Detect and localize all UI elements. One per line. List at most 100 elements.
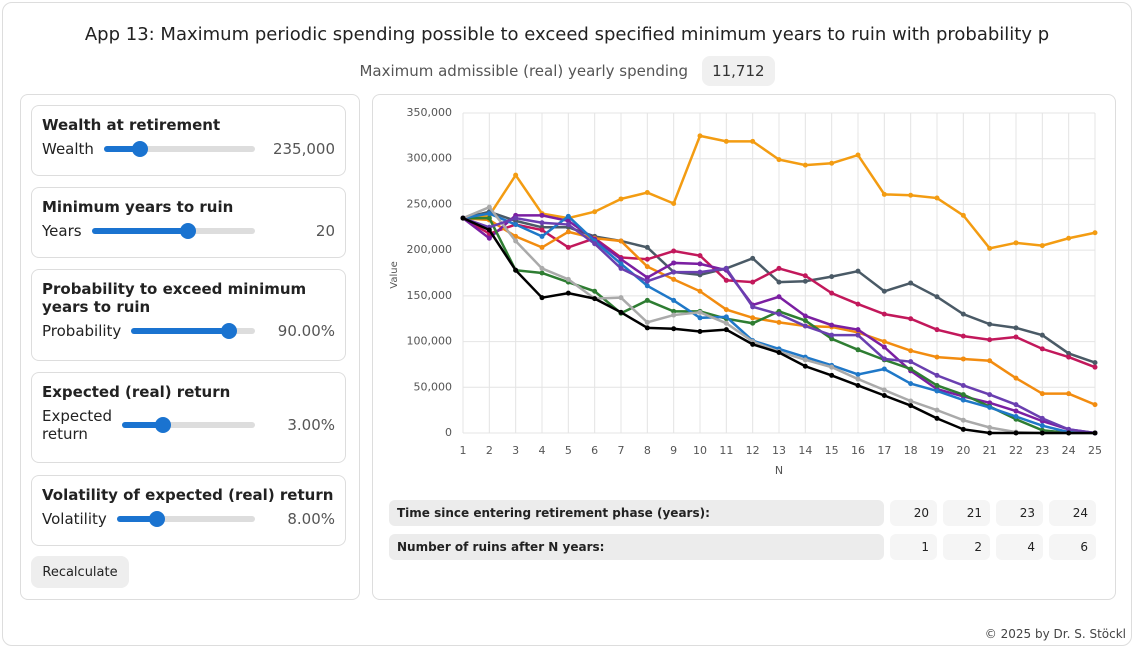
x-tick-label: 23: [1035, 444, 1049, 457]
data-point: [776, 350, 782, 356]
slider-knob[interactable]: [148, 511, 165, 527]
data-point: [1039, 243, 1045, 249]
data-point: [513, 215, 519, 221]
table-cell: 23: [996, 500, 1043, 526]
x-tick-label: 25: [1088, 444, 1102, 457]
data-point: [539, 270, 545, 276]
data-point: [1013, 408, 1019, 414]
data-point: [618, 309, 624, 315]
data-point: [960, 311, 966, 317]
x-tick-label: 21: [983, 444, 997, 457]
slider[interactable]: [131, 323, 255, 339]
control-title: Wealth at retirement: [42, 116, 221, 134]
data-point: [565, 218, 571, 224]
data-point: [987, 358, 993, 364]
data-point: [539, 220, 545, 226]
control-title: Volatility of expected (real) return: [42, 486, 334, 504]
slider-fill: [103, 146, 141, 152]
slider-fill: [122, 422, 164, 428]
data-point: [960, 382, 966, 388]
data-point: [644, 325, 650, 331]
data-point: [592, 209, 598, 215]
y-tick-label: 50,000: [414, 380, 453, 393]
x-tick-label: 18: [904, 444, 918, 457]
data-point: [565, 244, 571, 250]
data-point: [908, 192, 914, 198]
slider-knob[interactable]: [179, 223, 196, 239]
x-tick-label: 10: [693, 444, 707, 457]
slider-value: 20: [315, 222, 335, 240]
data-point: [855, 347, 861, 353]
data-point: [855, 371, 861, 377]
data-point: [1013, 402, 1019, 408]
data-point: [855, 268, 861, 274]
data-point: [1013, 414, 1019, 420]
x-tick-label: 9: [670, 444, 677, 457]
data-point: [987, 321, 993, 327]
data-point: [987, 337, 993, 343]
table-row: Number of ruins after N years: 1 2 4 6: [389, 534, 1096, 560]
slider-knob[interactable]: [132, 141, 149, 157]
x-tick-label: 12: [746, 444, 760, 457]
data-point: [644, 264, 650, 270]
data-point: [934, 388, 940, 394]
data-point: [644, 275, 650, 281]
y-tick-label: 200,000: [407, 243, 453, 256]
data-point: [671, 297, 677, 303]
control-card: Probability to exceed minimum years to r…: [31, 269, 346, 361]
data-point: [960, 417, 966, 423]
spending-label: Maximum admissible (real) yearly spendin…: [359, 62, 689, 80]
slider-knob[interactable]: [221, 323, 238, 339]
data-point: [486, 235, 492, 241]
data-point: [565, 213, 571, 219]
data-point: [671, 312, 677, 318]
data-point: [671, 326, 677, 332]
control-row: Years 20: [42, 222, 335, 240]
data-point: [934, 195, 940, 201]
data-point: [829, 336, 835, 342]
data-point: [539, 244, 545, 250]
data-point: [802, 278, 808, 284]
data-point: [855, 382, 861, 388]
data-point: [934, 382, 940, 388]
data-point: [671, 276, 677, 282]
data-point: [776, 311, 782, 317]
data-point: [934, 354, 940, 360]
recalculate-button[interactable]: Recalculate: [31, 556, 129, 588]
x-tick-label: 2: [486, 444, 493, 457]
data-point: [908, 316, 914, 322]
control-card: Minimum years to ruin Years 20: [31, 187, 346, 258]
data-point: [829, 364, 835, 370]
data-point: [1092, 230, 1098, 236]
data-point: [776, 265, 782, 271]
data-point: [539, 227, 545, 233]
data-point: [618, 261, 624, 267]
slider-label: Expected return: [42, 407, 112, 443]
control-card: Expected (real) return Expected return 3.0…: [31, 372, 346, 463]
data-point: [987, 404, 993, 410]
data-point: [644, 190, 650, 196]
data-point: [486, 215, 492, 221]
y-tick-label: 250,000: [407, 197, 453, 210]
data-point: [855, 332, 861, 338]
data-point: [829, 274, 835, 280]
data-point: [987, 425, 993, 431]
data-point: [592, 288, 598, 294]
table-cell: 4: [996, 534, 1043, 560]
slider[interactable]: [122, 417, 255, 433]
data-point: [618, 256, 624, 262]
slider-knob[interactable]: [155, 417, 172, 433]
data-point: [881, 311, 887, 317]
slider[interactable]: [103, 141, 255, 157]
x-tick-label: 7: [618, 444, 625, 457]
data-point: [486, 204, 492, 210]
slider[interactable]: [91, 223, 255, 239]
slider[interactable]: [116, 511, 255, 527]
x-tick-label: 19: [930, 444, 944, 457]
chart: 0 50,000 100,000 150,000 200,000 250,000 300,0…: [389, 106, 1102, 477]
data-point: [987, 430, 993, 436]
slider-value: 90.00%: [277, 322, 335, 340]
x-tick-label: 22: [1009, 444, 1023, 457]
x-tick-label: 3: [512, 444, 519, 457]
